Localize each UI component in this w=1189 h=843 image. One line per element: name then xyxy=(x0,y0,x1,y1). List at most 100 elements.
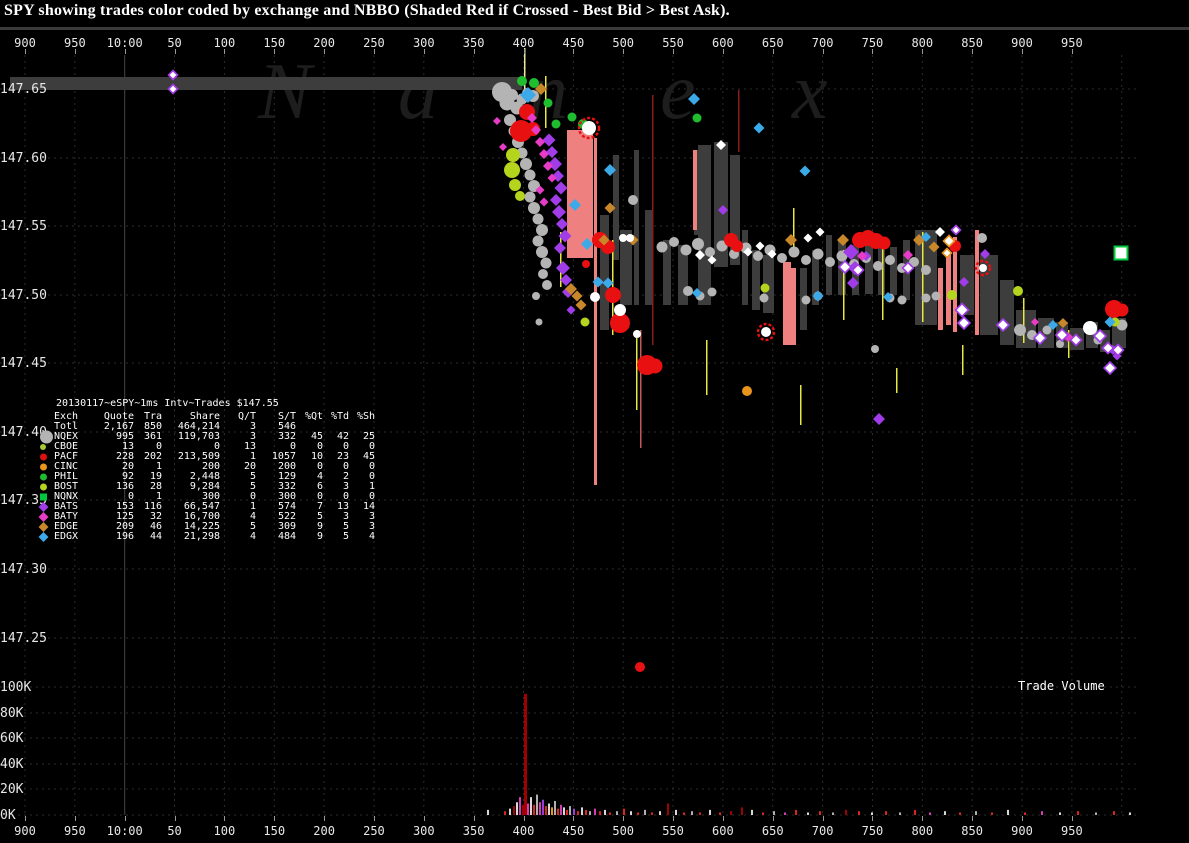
trade-nqex xyxy=(628,195,638,205)
time-tick-label: 50 xyxy=(167,824,182,838)
crossed-nbbo-bar xyxy=(946,255,951,325)
trade-baty xyxy=(857,251,867,261)
time-tick xyxy=(1022,49,1023,54)
nbbo-range-bar xyxy=(10,77,522,90)
stats-value: 2 xyxy=(342,471,349,482)
quote-line xyxy=(706,340,708,395)
time-tick xyxy=(174,816,176,821)
stats-value: 45 xyxy=(362,451,375,462)
stats-value: 19 xyxy=(149,471,162,482)
time-tick xyxy=(224,49,226,54)
stats-value: 3 xyxy=(342,511,349,522)
quote-line xyxy=(962,345,964,375)
trade-white-diamond-orange xyxy=(941,247,953,259)
trade-white-diamond-purple xyxy=(950,224,962,236)
price-tick-label: 147.60 xyxy=(0,151,47,166)
time-tick-label: 150 xyxy=(263,36,286,50)
price-tick-label: 147.65 xyxy=(0,82,47,97)
trade-bost xyxy=(504,162,520,178)
trade-baty xyxy=(539,149,549,159)
trade-nqex xyxy=(692,238,704,250)
trade-white-diamond xyxy=(815,227,825,237)
volume-bar xyxy=(784,812,786,815)
trade-bats xyxy=(546,146,558,158)
title-divider xyxy=(0,27,1189,30)
stats-header-cell: S/T xyxy=(277,411,296,422)
time-tick-label: 250 xyxy=(363,824,385,838)
stats-value: 200 xyxy=(201,461,220,472)
trade-nqex xyxy=(506,89,518,101)
trade-edgx xyxy=(592,276,604,288)
stats-row-bost: BOST 136 28 9,284 5 332 6 3 1 xyxy=(38,482,375,492)
trade-bats xyxy=(558,229,572,243)
volume-bar xyxy=(637,812,639,815)
volume-bar xyxy=(487,809,489,815)
trade-white-diamond-purple xyxy=(1054,327,1070,343)
volume-bar xyxy=(594,808,596,815)
trade-bats xyxy=(843,244,859,260)
trade-bats xyxy=(556,218,568,230)
trade-crossed-trade-marker xyxy=(761,327,771,337)
trade-nqex xyxy=(873,261,883,271)
volume-bar xyxy=(914,809,916,815)
trade-edgx xyxy=(1104,316,1116,328)
trade-baty xyxy=(535,185,545,195)
edge-marker-icon xyxy=(38,522,49,532)
time-tick-label: 10:00 xyxy=(106,36,143,50)
trade-phil xyxy=(692,113,702,123)
stats-value: 6 xyxy=(316,481,323,492)
trade-baty xyxy=(535,137,545,147)
trade-nqex xyxy=(921,293,931,303)
stats-value: 995 xyxy=(115,431,134,442)
time-tick-label: 200 xyxy=(313,36,335,50)
crossed-nbbo-bar xyxy=(594,138,597,485)
volume-bar xyxy=(691,811,693,815)
trade-edgx xyxy=(883,292,893,302)
trade-nqex xyxy=(669,237,679,247)
trade-nqex xyxy=(897,295,907,305)
volume-bar xyxy=(599,811,601,815)
trade-nqex xyxy=(1014,324,1026,336)
trade-nqex xyxy=(759,293,769,303)
stats-value: 4 xyxy=(368,531,375,542)
time-tick-label: 50 xyxy=(167,36,182,50)
stats-value: 300 xyxy=(277,491,296,502)
volume-bar xyxy=(548,803,550,815)
crossed-nbbo-bar xyxy=(693,150,697,230)
time-tick xyxy=(623,49,625,54)
volume-bar xyxy=(659,811,661,815)
trade-white-diamond xyxy=(935,227,945,237)
trade-bats xyxy=(718,205,728,215)
edgx-marker-icon xyxy=(38,532,49,542)
exchange-name: EDGE xyxy=(54,521,79,532)
stats-row-pacf: PACF 228 202 213,509 1 1057 10 23 45 xyxy=(38,452,375,462)
crossed-nbbo-bar xyxy=(975,230,979,335)
nbbo-range-bar xyxy=(698,145,711,305)
quote-line xyxy=(652,95,654,345)
time-tick-label: 550 xyxy=(662,824,684,838)
stats-value: 0 xyxy=(213,441,220,452)
trade-bost xyxy=(1013,286,1023,296)
volume-bar xyxy=(504,811,506,815)
stats-value: 546 xyxy=(277,421,296,432)
time-tick-label: 200 xyxy=(313,824,335,838)
stats-value: 16,700 xyxy=(183,511,220,522)
price-tick-label: 147.35 xyxy=(0,493,47,508)
volume-bar xyxy=(545,806,547,815)
nbbo-range-bar xyxy=(1100,330,1110,352)
volume-bar xyxy=(542,799,544,815)
volume-bar xyxy=(554,800,556,815)
volume-bar xyxy=(539,802,541,815)
time-tick xyxy=(224,816,226,821)
trade-baty xyxy=(539,197,549,207)
trade-bats xyxy=(554,181,568,195)
stats-value: 2,167 xyxy=(103,421,134,432)
time-tick-label: 850 xyxy=(961,824,983,838)
volume-bar xyxy=(795,809,797,815)
crossed-nbbo-bar xyxy=(790,268,796,345)
volume-bar xyxy=(630,811,632,815)
volume-bar xyxy=(1129,812,1131,815)
stats-value: 25 xyxy=(362,431,375,442)
stats-value: 0 xyxy=(342,461,349,472)
quote-line xyxy=(793,208,795,248)
